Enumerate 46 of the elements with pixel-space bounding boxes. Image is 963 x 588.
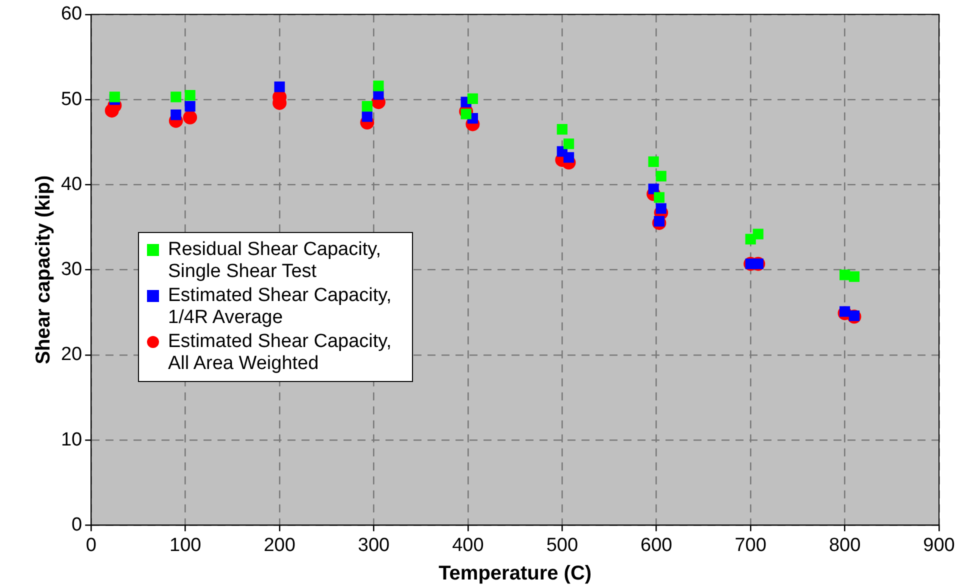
y-axis-title: Shear capacity (kip) [32, 175, 55, 364]
legend-label: Residual Shear Capacity, Single Shear Test [168, 239, 382, 283]
x-tick-label: 500 [546, 534, 578, 556]
point [362, 101, 372, 112]
x-tick-label: 300 [358, 534, 390, 556]
point [752, 228, 764, 240]
point [170, 110, 182, 120]
x-tick-label: 400 [452, 534, 484, 556]
point [184, 90, 196, 101]
point [467, 93, 478, 104]
y-tick-label: 40 [60, 174, 82, 195]
x-tick-label: 200 [264, 534, 296, 556]
point [184, 101, 196, 112]
legend-label: Estimated Shear Capacity, All Area Weighted [168, 331, 393, 375]
point [274, 81, 285, 92]
x-axis-title: Temperature (C) [438, 562, 592, 585]
y-tick-label: 30 [60, 259, 82, 280]
point [170, 92, 182, 102]
x-tick-label: 600 [640, 534, 672, 556]
point [563, 152, 574, 163]
point [648, 156, 659, 167]
point [654, 216, 665, 227]
x-tick-label: 900 [923, 534, 955, 556]
point [839, 306, 850, 317]
point [556, 124, 568, 135]
point [848, 271, 860, 282]
point [848, 310, 860, 322]
point [460, 108, 472, 120]
legend-label: Estimated Shear Capacity, 1/4R Average [168, 285, 393, 329]
y-tick-label: 60 [60, 4, 82, 25]
point [109, 92, 120, 102]
point [563, 138, 574, 150]
x-tick-label: 700 [734, 534, 766, 556]
point [656, 170, 666, 182]
y-tick-label: 50 [60, 88, 82, 110]
y-tick-label: 20 [60, 344, 82, 366]
y-tick-label: 0 [72, 514, 82, 536]
point [183, 110, 198, 124]
point [373, 80, 384, 92]
y-tick-label: 10 [60, 429, 82, 450]
x-tick-label: 0 [86, 534, 96, 556]
x-tick-label: 100 [169, 534, 202, 556]
point [839, 270, 850, 280]
x-tick-label: 800 [828, 534, 861, 556]
point [654, 192, 665, 203]
point [362, 111, 372, 122]
